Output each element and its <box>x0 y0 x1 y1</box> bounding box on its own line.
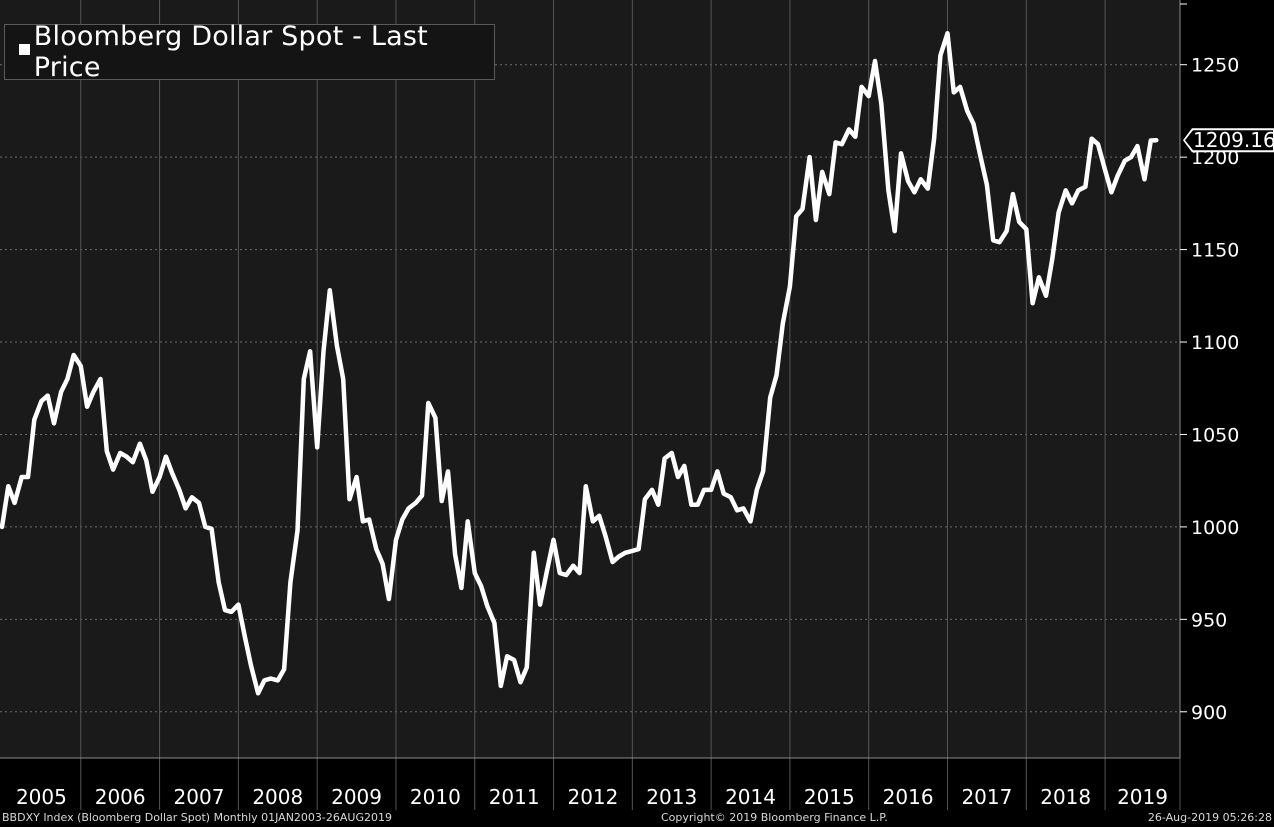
footer: BBDXY Index (Bloomberg Dollar Spot) Mont… <box>0 810 1274 827</box>
y-tick-label-900: 900 <box>1191 702 1227 724</box>
x-tick-label-2012: 2012 <box>567 785 618 809</box>
legend: Bloomberg Dollar Spot - Last Price <box>4 21 495 83</box>
footer-security-info: BBDXY Index (Bloomberg Dollar Spot) Mont… <box>2 811 392 824</box>
last-value-marker: 1209.16 <box>1183 128 1274 153</box>
series-line <box>0 31 1159 696</box>
x-tick-label-2007: 2007 <box>174 785 225 809</box>
y-tick-label-1200: 1200 <box>1191 147 1239 169</box>
y-tick-label-1150: 1150 <box>1191 240 1239 262</box>
y-axis-ticks: 900 950 1000 1050 1100 1150 1200 1250 <box>1180 3 1239 724</box>
x-tick-label-2014: 2014 <box>725 785 776 809</box>
x-tick-label-2008: 2008 <box>252 785 303 809</box>
y-tick-label-1100: 1100 <box>1191 332 1239 354</box>
x-tick-label-2010: 2010 <box>410 785 461 809</box>
y-tick-label-950: 950 <box>1191 609 1227 631</box>
x-tick-label-2018: 2018 <box>1040 785 1091 809</box>
y-tick-label-1250: 1250 <box>1191 55 1239 77</box>
last-value-box-inner <box>1185 130 1273 151</box>
x-axis-ticks: 2005 2006 2007 2008 2009 2010 2011 2012 2013 2014… <box>16 785 1168 809</box>
x-tick-label-2016: 2016 <box>883 785 934 809</box>
x-tick-label-2019: 2019 <box>1117 785 1168 809</box>
legend-swatch <box>19 43 30 55</box>
x-tick-label-2017: 2017 <box>961 785 1012 809</box>
x-tick-label-2011: 2011 <box>489 785 540 809</box>
plot-area <box>0 0 1180 758</box>
gridlines <box>0 64 1180 713</box>
x-tick-label-2005: 2005 <box>16 785 67 809</box>
y-tick-label-1000: 1000 <box>1191 517 1239 539</box>
x-tick-label-2006: 2006 <box>95 785 146 809</box>
legend-label: Bloomberg Dollar Spot - Last Price <box>33 21 428 83</box>
last-value-label: 1209.16 <box>1193 128 1274 152</box>
year-separators <box>80 0 1181 810</box>
y-tick-label-1050: 1050 <box>1191 424 1239 446</box>
x-tick-label-2015: 2015 <box>804 785 855 809</box>
footer-timestamp: 26-Aug-2019 05:26:28 <box>1147 811 1272 824</box>
footer-copyright: Copyright© 2019 Bloomberg Finance L.P. <box>661 811 888 824</box>
x-tick-label-2013: 2013 <box>646 785 697 809</box>
x-tick-label-2009: 2009 <box>331 785 382 809</box>
